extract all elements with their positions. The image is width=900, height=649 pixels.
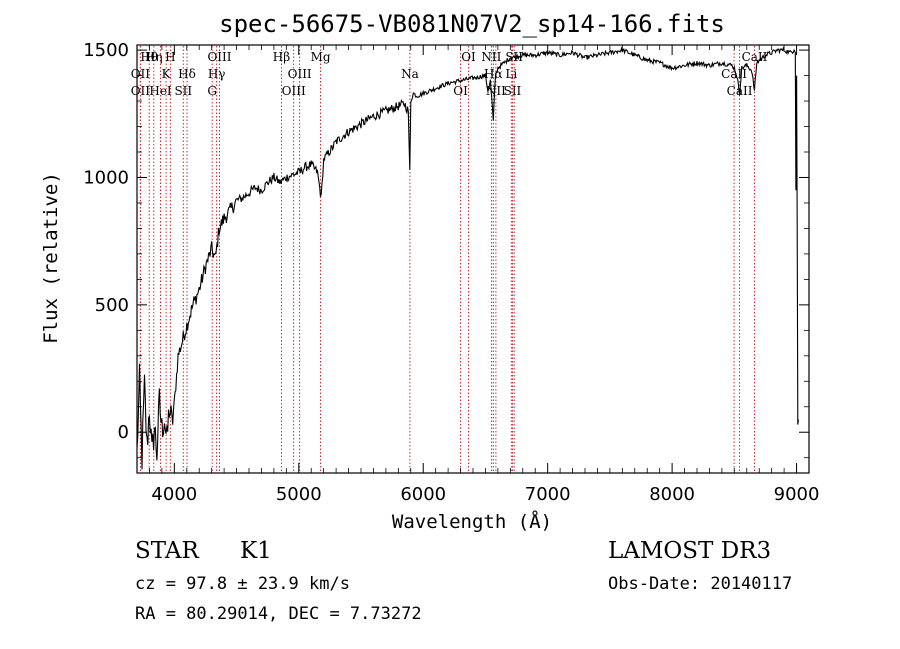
line-label: Li xyxy=(505,67,517,81)
x-tick-label: 5000 xyxy=(276,484,322,505)
line-label: NII xyxy=(481,50,501,64)
line-label: Hδ xyxy=(178,67,196,81)
spectrum-line xyxy=(136,46,799,470)
y-tick-label: 1500 xyxy=(83,40,129,61)
line-label: OI xyxy=(461,50,476,64)
line-label: OII xyxy=(131,84,151,98)
coordinates: RA = 80.29014, DEC = 7.73272 xyxy=(135,604,422,624)
survey-name: LAMOST DR3 xyxy=(608,538,772,564)
line-label: CaII xyxy=(742,50,768,64)
line-label: SII xyxy=(174,84,192,98)
redshift-value: cz = 97.8 ± 23.9 km/s xyxy=(135,574,350,594)
line-label: K xyxy=(162,67,172,81)
y-axis-label: Flux (relative) xyxy=(40,172,62,344)
line-label: Na xyxy=(401,67,419,81)
x-axis-label: Wavelength (Å) xyxy=(392,510,552,533)
axis-ticks: 4000 5000 6000 7000 8000 9000 0 500 1000 1500 xyxy=(83,40,819,505)
y-tick-label: 1000 xyxy=(83,167,129,188)
spectral-line-markers xyxy=(139,46,755,472)
object-subclass: K1 xyxy=(240,538,272,564)
x-tick-label: 8000 xyxy=(649,484,695,505)
line-label: OI xyxy=(453,84,468,98)
object-class: STAR xyxy=(135,538,199,564)
chart-title: spec-56675-VB081N07V2_sp14-166.fits xyxy=(219,10,725,38)
line-label: H xyxy=(165,50,175,64)
line-label: G xyxy=(207,84,217,98)
x-tick-label: 4000 xyxy=(151,484,197,505)
x-tick-label: 7000 xyxy=(525,484,571,505)
plot-frame xyxy=(136,44,810,474)
x-tick-label: 9000 xyxy=(774,484,820,505)
obs-date: Obs-Date: 20140117 xyxy=(608,574,793,594)
line-label: Hγ xyxy=(208,67,226,81)
line-label: Hη xyxy=(145,50,163,64)
line-label: OIII xyxy=(207,50,231,64)
line-label: Hθ xyxy=(140,50,158,64)
line-label: Mg xyxy=(311,50,331,64)
y-tick-label: 0 xyxy=(118,422,129,443)
line-label: Hα xyxy=(484,67,503,81)
line-label: OIII xyxy=(282,84,306,98)
line-label: SII xyxy=(504,84,522,98)
spectral-line-labels: Hθ OII OII Hη K HeI HHδ SII OIII Hγ G Hβ OIII OIII Mg N… xyxy=(131,50,768,98)
line-label: OII xyxy=(131,67,151,81)
y-tick-label: 500 xyxy=(95,295,129,316)
x-tick-label: 6000 xyxy=(400,484,446,505)
line-label: Hβ xyxy=(273,50,290,64)
line-label: OIII xyxy=(288,67,312,81)
line-label: HeI xyxy=(149,84,172,98)
